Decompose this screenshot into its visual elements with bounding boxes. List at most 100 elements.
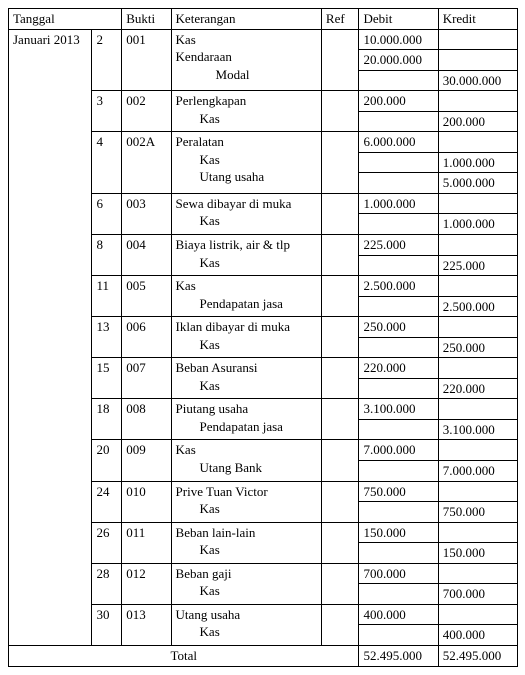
bukti-cell: 012 — [122, 563, 171, 604]
keterangan-cell: Iklan dibayar di mukaKas — [171, 317, 321, 358]
keterangan-cell: PeralatanKasUtang usaha — [171, 132, 321, 194]
debit-cell — [359, 70, 438, 91]
day-cell: 15 — [92, 358, 122, 399]
debit-cell — [359, 543, 438, 564]
kredit-cell: 5.000.000 — [438, 173, 517, 194]
debit-cell: 200.000 — [359, 91, 438, 112]
day-cell: 2 — [92, 29, 122, 91]
debit-cell — [359, 378, 438, 399]
day-cell: 20 — [92, 440, 122, 481]
kredit-cell — [438, 358, 517, 379]
total-row: Total52.495.00052.495.000 — [9, 645, 518, 666]
day-cell: 6 — [92, 193, 122, 234]
ref-cell — [321, 604, 359, 645]
kredit-cell: 1.000.000 — [438, 214, 517, 235]
day-cell: 26 — [92, 522, 122, 563]
debit-cell: 2.500.000 — [359, 276, 438, 297]
keterangan-cell: Beban AsuransiKas — [171, 358, 321, 399]
keterangan-line: Beban gaji — [176, 565, 317, 583]
bukti-cell: 003 — [122, 193, 171, 234]
day-cell: 28 — [92, 563, 122, 604]
debit-cell — [359, 502, 438, 523]
keterangan-line: Kas — [176, 151, 317, 169]
keterangan-line: Perlengkapan — [176, 92, 317, 110]
debit-cell: 700.000 — [359, 563, 438, 584]
bukti-cell: 004 — [122, 235, 171, 276]
bukti-cell: 002 — [122, 91, 171, 132]
header-row: Tanggal Bukti Keterangan Ref Debit Kredi… — [9, 9, 518, 30]
kredit-cell — [438, 276, 517, 297]
bukti-cell: 010 — [122, 481, 171, 522]
keterangan-line: Kas — [176, 277, 317, 295]
bukti-cell: 005 — [122, 276, 171, 317]
keterangan-line: Kas — [176, 336, 317, 354]
debit-cell — [359, 152, 438, 173]
ref-cell — [321, 563, 359, 604]
debit-cell: 750.000 — [359, 481, 438, 502]
day-cell: 13 — [92, 317, 122, 358]
kredit-cell: 250.000 — [438, 337, 517, 358]
kredit-cell — [438, 604, 517, 625]
debit-cell — [359, 111, 438, 132]
kredit-cell: 7.000.000 — [438, 461, 517, 482]
kredit-cell: 750.000 — [438, 502, 517, 523]
debit-cell: 400.000 — [359, 604, 438, 625]
bukti-cell: 013 — [122, 604, 171, 645]
debit-cell — [359, 337, 438, 358]
bukti-cell: 002A — [122, 132, 171, 194]
ref-cell — [321, 440, 359, 481]
ref-cell — [321, 317, 359, 358]
kredit-cell: 150.000 — [438, 543, 517, 564]
total-debit-cell: 52.495.000 — [359, 645, 438, 666]
bukti-cell: 006 — [122, 317, 171, 358]
debit-cell — [359, 625, 438, 646]
debit-cell: 20.000.000 — [359, 50, 438, 71]
keterangan-line: Utang usaha — [176, 168, 317, 186]
ref-cell — [321, 399, 359, 440]
kredit-cell: 2.500.000 — [438, 296, 517, 317]
keterangan-line: Prive Tuan Victor — [176, 483, 317, 501]
keterangan-line: Kas — [176, 623, 317, 641]
keterangan-line: Sewa dibayar di muka — [176, 195, 317, 213]
day-cell: 3 — [92, 91, 122, 132]
debit-cell: 3.100.000 — [359, 399, 438, 420]
keterangan-line: Kas — [176, 212, 317, 230]
kredit-cell: 225.000 — [438, 255, 517, 276]
ref-cell — [321, 29, 359, 91]
bukti-cell: 009 — [122, 440, 171, 481]
keterangan-cell: Beban gajiKas — [171, 563, 321, 604]
kredit-cell: 220.000 — [438, 378, 517, 399]
debit-cell — [359, 296, 438, 317]
keterangan-line: Pendapatan jasa — [176, 295, 317, 313]
keterangan-line: Kas — [176, 541, 317, 559]
day-cell: 30 — [92, 604, 122, 645]
keterangan-line: Biaya listrik, air & tlp — [176, 236, 317, 254]
kredit-cell: 30.000.000 — [438, 70, 517, 91]
keterangan-line: Kas — [176, 31, 317, 49]
debit-cell — [359, 173, 438, 194]
keterangan-line: Kendaraan — [176, 48, 317, 66]
debit-cell: 6.000.000 — [359, 132, 438, 153]
total-kredit-cell: 52.495.000 — [438, 645, 517, 666]
keterangan-line: Modal — [176, 66, 317, 84]
total-label-cell: Total — [9, 645, 359, 666]
keterangan-line: Piutang usaha — [176, 400, 317, 418]
kredit-cell — [438, 91, 517, 112]
keterangan-line: Kas — [176, 254, 317, 272]
debit-cell — [359, 461, 438, 482]
debit-cell — [359, 419, 438, 440]
keterangan-line: Beban Asuransi — [176, 359, 317, 377]
kredit-cell — [438, 522, 517, 543]
keterangan-line: Kas — [176, 441, 317, 459]
keterangan-cell: Piutang usahaPendapatan jasa — [171, 399, 321, 440]
keterangan-cell: Sewa dibayar di mukaKas — [171, 193, 321, 234]
keterangan-line: Iklan dibayar di muka — [176, 318, 317, 336]
day-cell: 8 — [92, 235, 122, 276]
debit-cell: 220.000 — [359, 358, 438, 379]
keterangan-line: Kas — [176, 582, 317, 600]
col-debit: Debit — [359, 9, 438, 30]
kredit-cell — [438, 563, 517, 584]
keterangan-line: Utang usaha — [176, 606, 317, 624]
col-tanggal: Tanggal — [9, 9, 122, 30]
ref-cell — [321, 276, 359, 317]
